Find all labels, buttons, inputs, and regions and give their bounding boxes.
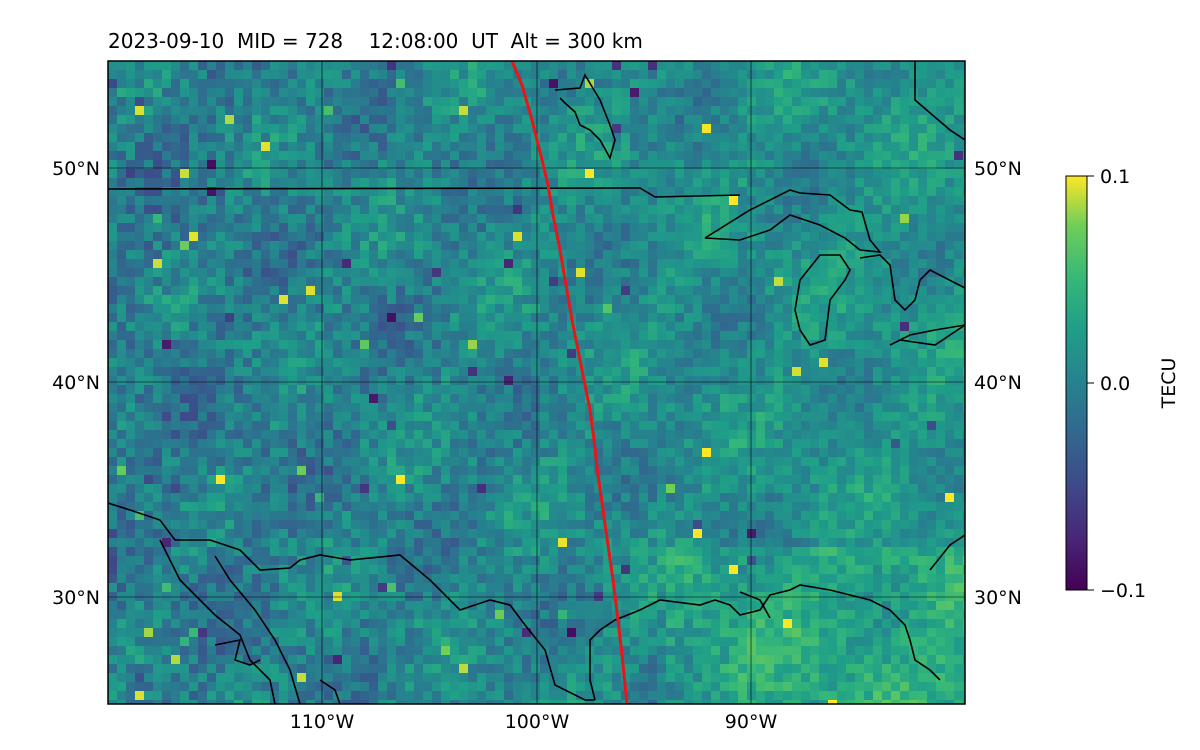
lat-label-40-left: 40°N (52, 372, 100, 394)
lat-label-50-left: 50°N (52, 158, 100, 180)
lon-label-100w: 100°W (505, 711, 570, 733)
lon-label-110w: 110°W (290, 711, 355, 733)
mexico-us-border (108, 502, 595, 701)
tec-heatmap (108, 61, 965, 704)
baja-coast (159, 539, 276, 704)
hudson-bay-east (914, 61, 965, 141)
lake-superior (704, 189, 882, 253)
lat-label-40-right: 40°N (974, 372, 1022, 394)
colorbar: 0.1 0.0 −0.1 TECU (1065, 166, 1180, 602)
colorbar-label: TECU (1158, 358, 1180, 410)
mexico-gulf-coast (589, 584, 941, 701)
lat-label-30-left: 30°N (52, 587, 100, 609)
baja-west (214, 555, 301, 704)
coastlines (108, 61, 965, 704)
us-canada-border (108, 187, 741, 198)
lat-label-30-right: 30°N (974, 587, 1022, 609)
lat-labels-left: 50°N 40°N 30°N (52, 158, 100, 609)
hudson-bay-coast (554, 73, 616, 161)
lat-label-50-right: 50°N (974, 158, 1022, 180)
map-title: 2023-09-10 MID = 728 12:08:00 UT Alt = 3… (108, 29, 643, 53)
colorbar-tick-min: −0.1 (1100, 580, 1146, 602)
lon-labels: 110°W 100°W 90°W (290, 711, 778, 733)
colorbar-tick-max: 0.1 (1100, 166, 1130, 188)
satellite-track (510, 61, 629, 704)
colorbar-tick-zero: 0.0 (1100, 373, 1130, 395)
lake-michigan (794, 254, 851, 346)
lake-erie-2 (899, 324, 965, 346)
lake-huron (859, 254, 965, 312)
lon-label-90w: 90°W (725, 711, 778, 733)
graticule (108, 61, 965, 704)
gulf-islands (739, 591, 771, 619)
colorbar-gradient (1065, 175, 1088, 591)
map-frame (107, 60, 966, 705)
florida-coast (929, 534, 965, 571)
lat-labels-right: 50°N 40°N 30°N (974, 158, 1022, 609)
sonora-coast (319, 679, 341, 704)
gulf-of-california (214, 638, 261, 666)
